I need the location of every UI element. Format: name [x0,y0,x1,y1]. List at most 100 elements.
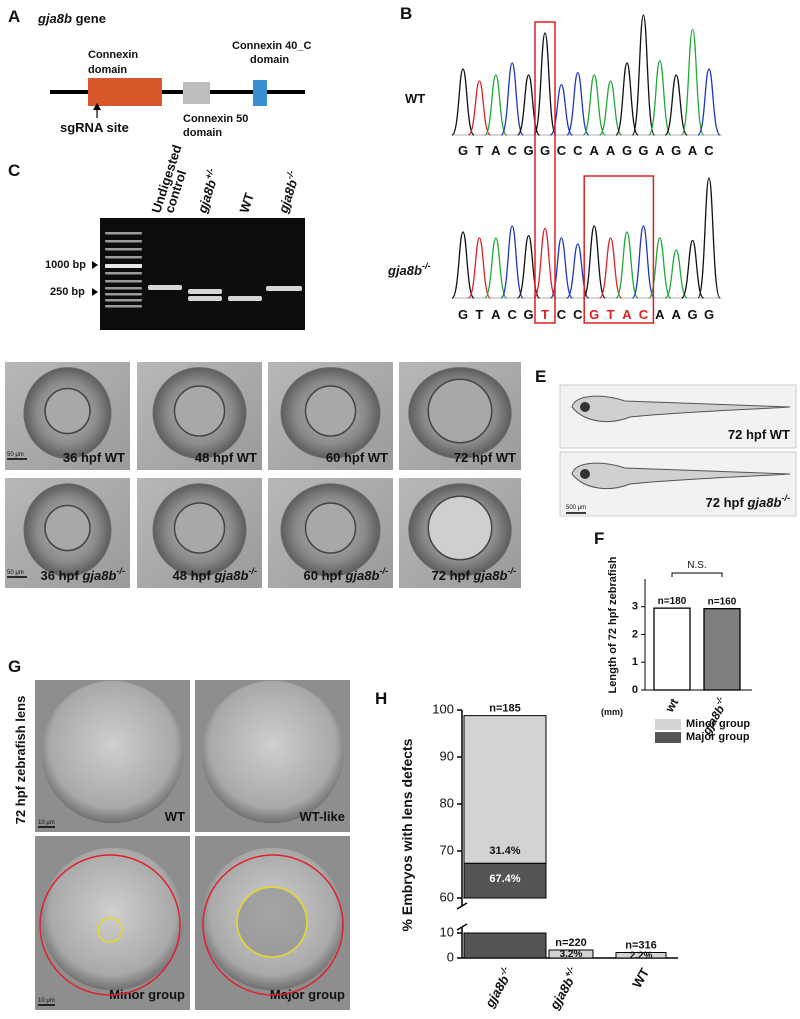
base-letter: G [458,307,468,322]
image-label: Major group [270,987,345,1002]
y-tick-label: 3 [632,601,638,613]
peak [631,225,656,299]
image-label: 60 hpf gja8b-/- [304,566,388,583]
bar [653,607,691,691]
image-label: 60 hpf WT [326,450,388,465]
domain-label: domain [88,64,127,76]
peak [680,28,705,136]
base-letter: T [475,143,483,158]
peak [664,249,688,299]
x-tick-label: gja8b-/- [480,965,517,1011]
highlight-box [583,175,655,324]
lens [304,502,357,554]
base-letter: G [540,143,550,158]
base-letter: A [688,143,698,158]
panel-label: B [400,4,412,23]
gel-band [228,296,262,301]
y-tick-label: 70 [440,842,454,857]
image-label: 72 hpf WT [728,427,790,442]
value-label: 2.2% [630,950,653,961]
peak [533,227,557,299]
scale-bar-label: 50 μm [7,452,24,458]
ladder-band [105,248,142,251]
domain-box [253,80,267,106]
lane-label: WT [237,191,258,215]
larva-eye [580,402,590,412]
nucleus-outline [97,917,123,943]
value-label: 31.4% [489,845,520,857]
larva [571,462,791,490]
lens [427,495,493,561]
peak [697,177,721,299]
base-letter: C [508,143,518,158]
image-label: 72 hpf gja8b-/- [706,493,790,510]
domain-label: domain [250,54,289,66]
base-letter: A [491,143,501,158]
image-label: WT-like [299,809,345,824]
sgrna-arrowhead [93,103,101,110]
ladder-band [105,272,142,275]
sig-bracket [671,572,723,577]
y-axis-title: % Embryos with lens defects [399,738,415,931]
base-letter: A [491,307,501,322]
legend-label: Minor group [686,718,750,730]
sgrna-label: sgRNA site [60,120,129,135]
base-letter: A [672,307,682,322]
track-name: gja8b-/- [387,261,431,278]
domain-label: domain [183,127,222,139]
y-tick-label: 0 [632,684,638,696]
domain-box [88,78,162,106]
ladder-band [105,256,142,259]
y-tick-label: 80 [440,795,454,810]
domain-label: Connexin 50 [183,113,248,125]
image-label: 36 hpf gja8b-/- [41,566,125,583]
scale-bar-label: 50 μm [7,570,24,576]
domain-label: Connexin 40_C [232,40,312,52]
base-letter: C [573,143,583,158]
gel-band [188,296,222,301]
base-letter: T [475,307,483,322]
lane-label: gja8b+/- [193,167,223,216]
sig-label: N.S. [687,560,706,571]
legend-swatch [655,719,681,730]
peak [615,62,639,136]
image-label: 72 hpf WT [454,450,516,465]
peak [582,225,606,299]
gel-band [188,289,222,294]
marker-arrow [92,288,98,296]
peak [516,234,541,299]
n-label: n=160 [708,596,737,607]
peak [598,80,623,136]
image-label: 72 hpf gja8b-/- [432,566,516,583]
peak [500,225,524,299]
peak [664,74,688,136]
base-letter: G [638,143,648,158]
base-letter: G [458,143,468,158]
peak [680,239,705,299]
marker-label: 1000 bp [45,259,86,271]
bar-segment [463,715,547,864]
axis-break [456,902,468,910]
n-label: n=185 [489,703,521,715]
legend-swatch [655,732,681,743]
base-letter: T [607,307,615,322]
y-axis-unit: (mm) [601,707,623,717]
panel-label: F [594,529,604,548]
lens [173,385,226,437]
n-label: n=220 [555,937,587,949]
legend-label: Major group [686,731,750,743]
gel-band [148,285,182,290]
ladder-band [105,232,142,235]
image-label: 48 hpf WT [195,450,257,465]
y-tick-label: 60 [440,889,454,904]
peak [648,237,672,299]
gene-title: gja8b gene [37,11,106,26]
n-label: n=180 [658,596,687,607]
base-letter: G [524,307,534,322]
scale-bar-label: 500 μm [566,505,586,511]
panel-label: G [8,657,21,676]
peak [549,83,574,136]
panel-label: H [375,689,387,708]
peak [648,59,672,136]
